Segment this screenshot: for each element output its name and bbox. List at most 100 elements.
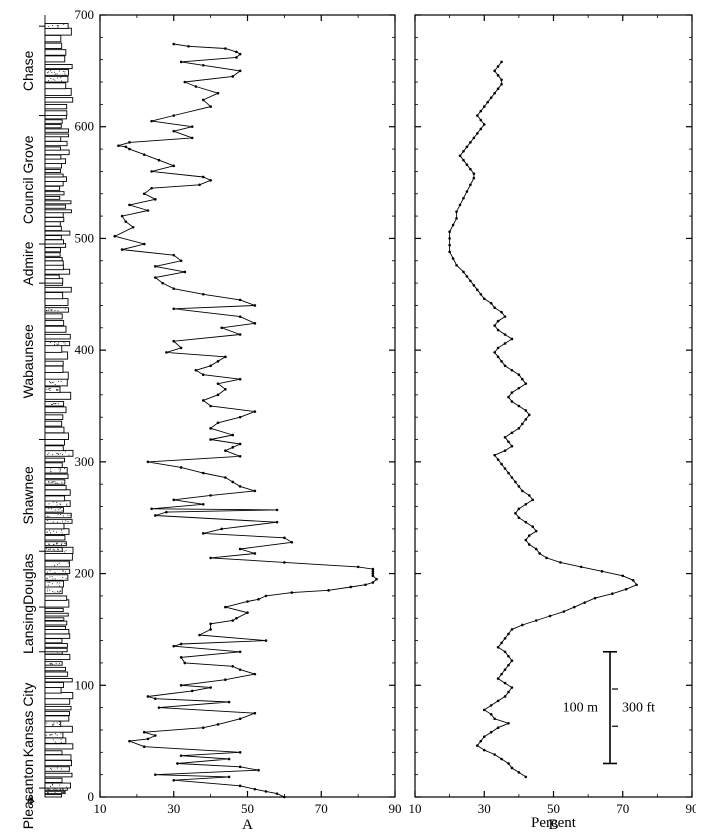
stipple-dot bbox=[63, 515, 64, 516]
stipple-dot bbox=[58, 342, 59, 343]
litho-box bbox=[45, 529, 69, 535]
stipple-dot bbox=[48, 453, 49, 454]
series-a-point bbox=[235, 51, 238, 54]
series-a-point bbox=[254, 490, 257, 493]
stipple-dot bbox=[48, 310, 49, 311]
stipple-dot bbox=[49, 530, 50, 531]
series-a-point bbox=[372, 568, 375, 571]
series-a-point bbox=[228, 701, 231, 704]
chart-svg: PleasantonKansas CityLansingDouglasShawn… bbox=[10, 10, 696, 829]
series-a-point bbox=[143, 192, 146, 195]
stipple-dot bbox=[63, 571, 64, 572]
litho-box bbox=[45, 308, 68, 312]
stipple-dot bbox=[52, 734, 53, 735]
series-a-point bbox=[176, 762, 179, 765]
series-a-point bbox=[180, 466, 183, 469]
series-a-point bbox=[172, 114, 175, 117]
litho-box bbox=[45, 433, 68, 440]
litho-box bbox=[45, 569, 70, 573]
litho-box bbox=[45, 508, 63, 512]
series-b-point bbox=[500, 758, 503, 761]
series-a-point bbox=[235, 617, 238, 620]
stipple-dot bbox=[62, 577, 63, 578]
litho-box bbox=[45, 257, 62, 260]
series-b-point bbox=[511, 432, 514, 435]
series-a-point bbox=[209, 623, 212, 626]
series-a-point bbox=[217, 92, 220, 95]
litho-box bbox=[45, 458, 65, 462]
series-a-point bbox=[202, 532, 205, 535]
series-a-point bbox=[154, 265, 157, 268]
stipple-dot bbox=[61, 530, 62, 531]
series-a-point bbox=[209, 557, 212, 560]
series-a-point bbox=[254, 788, 257, 791]
series-a-point bbox=[265, 790, 268, 793]
series-b-point bbox=[473, 177, 476, 180]
series-a-point bbox=[209, 427, 212, 430]
stipple-dot bbox=[53, 481, 54, 482]
series-a-point bbox=[154, 734, 157, 737]
stipple-dot bbox=[65, 571, 66, 572]
series-a-point bbox=[113, 235, 116, 238]
series-b-point bbox=[500, 642, 503, 645]
series-b-point bbox=[469, 168, 472, 171]
series-a-point bbox=[283, 796, 286, 799]
stipple-dot bbox=[56, 789, 57, 790]
stipple-dot bbox=[69, 455, 70, 456]
litho-box bbox=[45, 299, 68, 306]
stipple-dot bbox=[59, 663, 60, 664]
stipple-dot bbox=[63, 24, 64, 25]
series-a-point bbox=[254, 712, 257, 715]
scale-label-m: 100 m bbox=[563, 701, 599, 716]
stipple-dot bbox=[47, 591, 48, 592]
stipple-dot bbox=[47, 588, 48, 589]
series-b-point bbox=[448, 251, 451, 254]
stipple-dot bbox=[51, 72, 52, 73]
series-b-point bbox=[511, 445, 514, 448]
stipple-dot bbox=[64, 71, 65, 72]
series-b-point bbox=[455, 210, 458, 213]
series-a-point bbox=[191, 125, 194, 128]
stipple-dot bbox=[61, 769, 62, 770]
series-a-point bbox=[202, 64, 205, 67]
series-b-point bbox=[504, 682, 507, 685]
series-b-point bbox=[518, 373, 521, 376]
series-b-point bbox=[601, 570, 604, 573]
stipple-dot bbox=[49, 516, 50, 517]
stipple-dot bbox=[61, 543, 62, 544]
stipple-dot bbox=[64, 73, 65, 74]
series-b-point bbox=[462, 159, 465, 162]
litho-box bbox=[45, 150, 69, 155]
series-b-point bbox=[490, 302, 493, 305]
stipple-dot bbox=[66, 504, 67, 505]
series-b-point bbox=[490, 704, 493, 707]
stipple-dot bbox=[61, 739, 62, 740]
series-b-point bbox=[462, 271, 465, 274]
series-a-point bbox=[357, 566, 360, 569]
series-b-point bbox=[583, 601, 586, 604]
series-b-point bbox=[455, 217, 458, 220]
litho-box bbox=[45, 648, 67, 651]
stipple-dot bbox=[48, 72, 49, 73]
stipple-dot bbox=[48, 544, 49, 545]
series-a-point bbox=[290, 541, 293, 544]
series-a-point bbox=[147, 461, 150, 464]
series-b-point bbox=[448, 237, 451, 240]
series-a-point bbox=[180, 656, 183, 659]
series-a-point bbox=[220, 327, 223, 330]
stipple-dot bbox=[56, 344, 57, 345]
stipple-dot bbox=[61, 482, 62, 483]
series-b-point bbox=[500, 83, 503, 86]
litho-box bbox=[45, 795, 62, 797]
stipple-dot bbox=[53, 382, 54, 383]
series-b-point bbox=[483, 735, 486, 738]
stipple-dot bbox=[54, 550, 55, 551]
stipple-dot bbox=[47, 792, 48, 793]
stipple-dot bbox=[49, 590, 50, 591]
series-a-point bbox=[143, 243, 146, 246]
series-b-point bbox=[493, 306, 496, 309]
series-a-line bbox=[115, 44, 377, 797]
series-a-point bbox=[172, 43, 175, 46]
x-tick-label: 10 bbox=[94, 801, 107, 816]
litho-box bbox=[45, 134, 69, 137]
